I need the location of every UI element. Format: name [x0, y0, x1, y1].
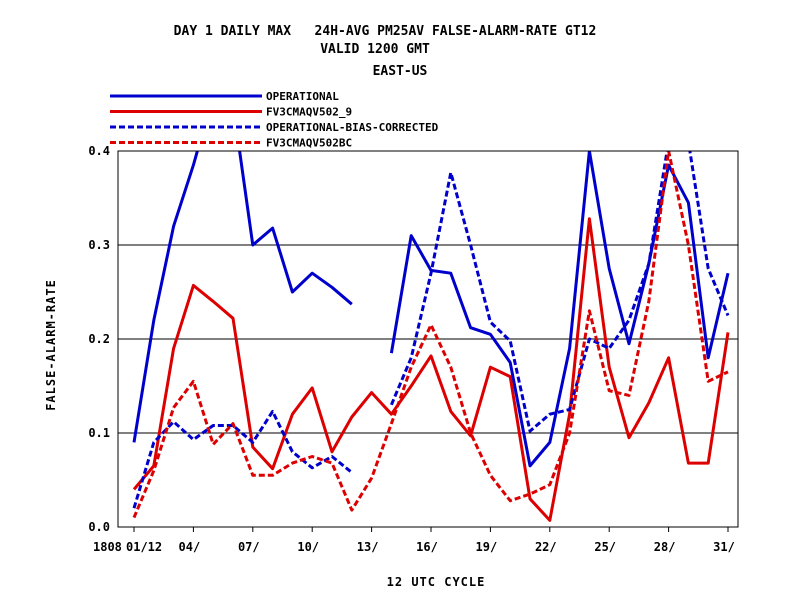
- chart-title: DAY 1 DAILY MAX 24H-AVG PM25AV FALSE-ALA…: [174, 24, 597, 39]
- x-tick-label: 07/: [238, 540, 260, 554]
- x-tick-label: 04/: [179, 540, 201, 554]
- y-axis-label: FALSE-ALARM-RATE: [44, 279, 58, 411]
- legend-label: FV3CMAQV502BC: [266, 137, 352, 150]
- chart-region: EAST-US: [373, 64, 428, 79]
- series-line: [132, 151, 729, 519]
- y-tick-label: 0.2: [88, 332, 110, 346]
- series-line: [132, 217, 730, 522]
- x-tick-label: 22/: [535, 540, 557, 554]
- y-tick-label: 0.3: [88, 238, 110, 252]
- legend-label: OPERATIONAL: [266, 90, 339, 103]
- x-tick-label: 16/: [416, 540, 438, 554]
- series-operational-bias-corrected: [132, 151, 730, 509]
- x-tick-label: 25/: [594, 540, 616, 554]
- y-axis-ticks: 0.0 0.1 0.2 0.3 0.4: [88, 144, 110, 534]
- y-tick-label: 0.0: [88, 520, 110, 534]
- series-line: [132, 409, 353, 509]
- legend-label: FV3CMAQV502_9: [266, 106, 352, 119]
- x-tick-label: 10/: [297, 540, 319, 554]
- chart-subtitle: VALID 1200 GMT: [320, 42, 430, 57]
- x-tick-label: 19/: [476, 540, 498, 554]
- series-lines: [132, 151, 730, 522]
- plot-frame: [117, 150, 739, 528]
- x-tick-label: 28/: [654, 540, 676, 554]
- series-fv3cmaqv502bc: [132, 151, 729, 519]
- y-tick-label: 0.1: [88, 426, 110, 440]
- x-tick-label: 1808: [93, 540, 122, 554]
- x-tick-label: 13/: [357, 540, 379, 554]
- grid-lines: [118, 244, 738, 434]
- y-tick-label: 0.4: [88, 144, 110, 158]
- x-axis-ticks: 1808 01/12 04/07/10/13/16/19/22/25/28/31/: [93, 527, 735, 554]
- legend-label: OPERATIONAL-BIAS-CORRECTED: [266, 121, 439, 134]
- series-line: [132, 151, 353, 443]
- legend: OPERATIONAL FV3CMAQV502_9 OPERATIONAL-BIAS…: [110, 90, 439, 150]
- series-fv3cmaqv502-9: [132, 217, 730, 522]
- x-tick-label: 31/: [713, 540, 735, 554]
- series-line: [390, 151, 730, 433]
- x-tick-label: 01/12: [126, 540, 162, 554]
- series-operational: [132, 151, 730, 468]
- x-axis-label: 12 UTC CYCLE: [387, 575, 486, 589]
